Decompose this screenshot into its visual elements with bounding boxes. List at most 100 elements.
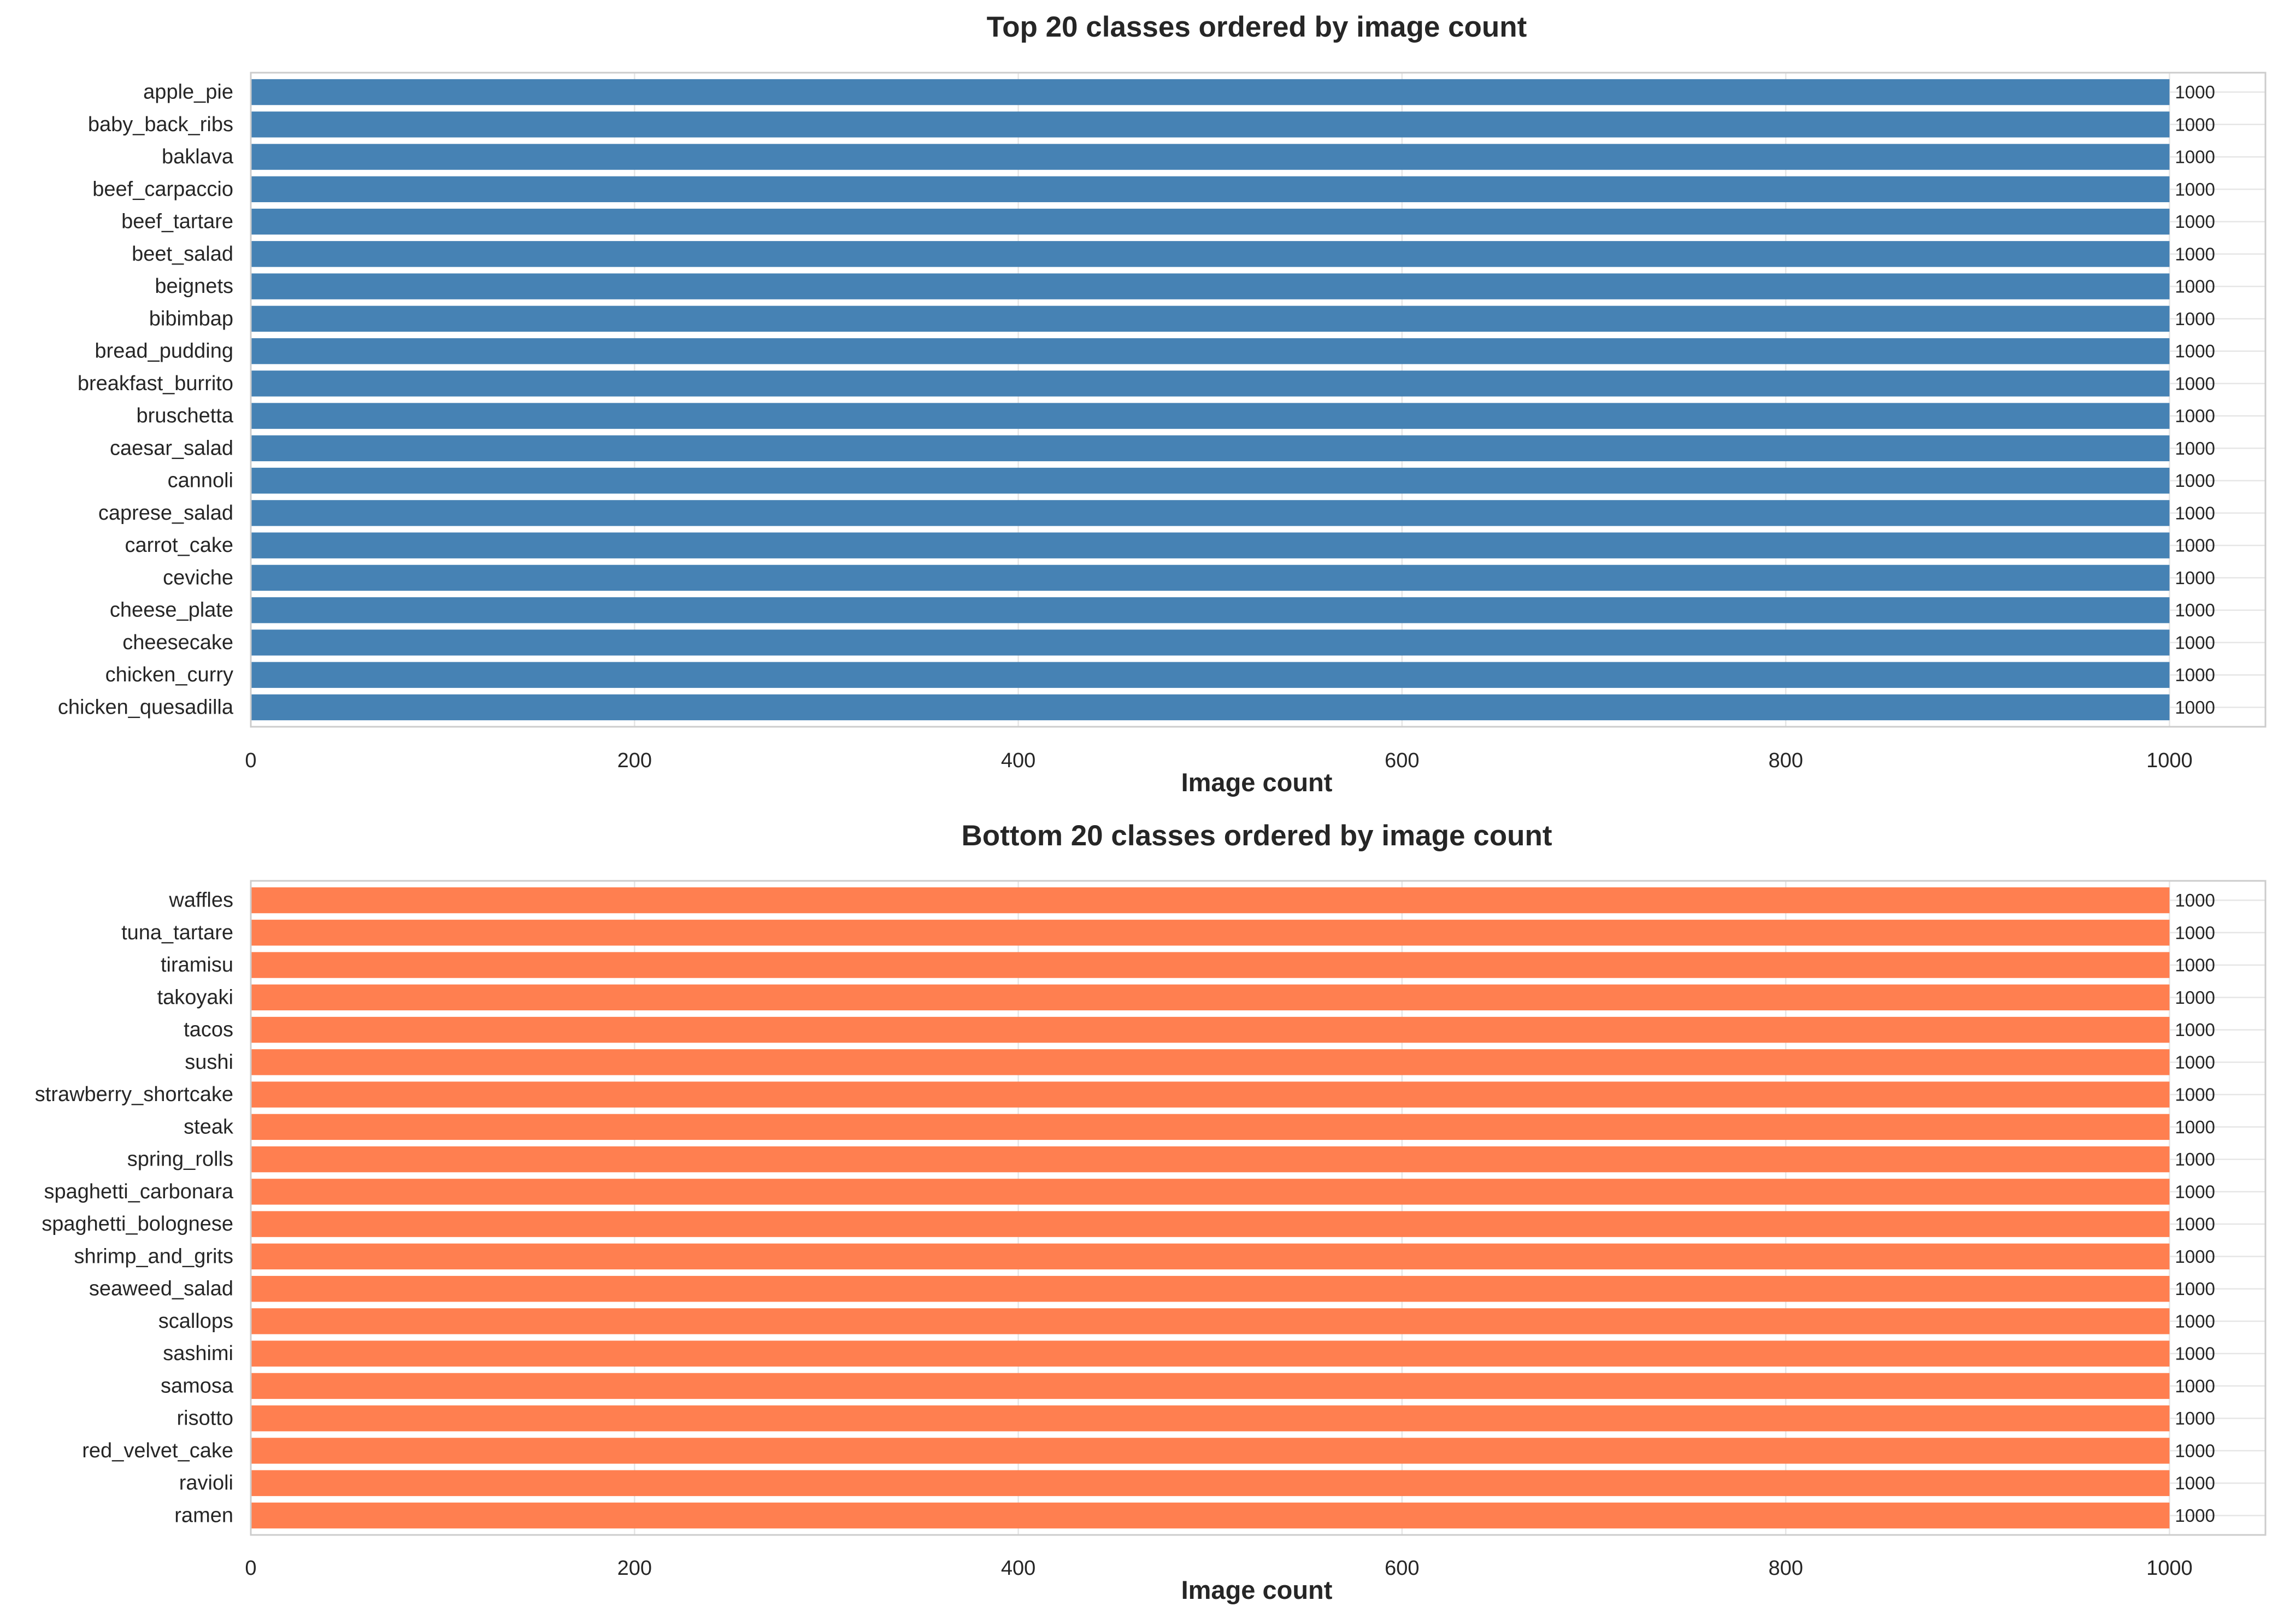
- chart-title: Bottom 20 classes ordered by image count: [962, 820, 1552, 852]
- data-label: 1000: [2175, 955, 2215, 975]
- bar: [251, 1502, 2170, 1529]
- bar: [251, 467, 2170, 494]
- y-tick-label: cheese_plate: [110, 599, 233, 622]
- data-label: 1000: [2175, 1246, 2215, 1267]
- data-label: 1000: [2175, 1181, 2215, 1202]
- data-label: 1000: [2175, 470, 2215, 491]
- y-tick-label: strawberry_shortcake: [35, 1083, 233, 1106]
- x-tick-label: 1000: [2146, 749, 2193, 772]
- bar: [251, 435, 2170, 462]
- bar: [251, 111, 2170, 138]
- bar: [251, 273, 2170, 299]
- y-tick-label: tiramisu: [161, 954, 233, 976]
- y-tick-label: spaghetti_bolognese: [42, 1213, 233, 1235]
- y-tick-label: ravioli: [179, 1472, 233, 1494]
- data-label: 1000: [2175, 373, 2215, 393]
- y-tick-label: beet_salad: [132, 243, 233, 266]
- y-tick-label: chicken_quesadilla: [58, 696, 234, 719]
- x-tick-label: 0: [245, 1557, 256, 1580]
- data-label: 1000: [2175, 1020, 2215, 1040]
- data-label: 1000: [2175, 600, 2215, 620]
- bar: [251, 176, 2170, 203]
- bar: [251, 564, 2170, 591]
- bar: [251, 1049, 2170, 1075]
- x-tick-label: 0: [245, 749, 256, 772]
- bar: [251, 920, 2170, 946]
- data-label: 1000: [2175, 1440, 2215, 1461]
- y-tick-label: ceviche: [163, 566, 233, 589]
- plot-area: [251, 73, 2265, 727]
- top-20-chart: Top 20 classes ordered by image count Im…: [58, 11, 2267, 797]
- bar: [251, 1016, 2170, 1043]
- bar: [251, 500, 2170, 526]
- data-label: 1000: [2175, 503, 2215, 523]
- x-tick-label: 800: [1768, 749, 1803, 772]
- y-tick-label: bibimbap: [149, 307, 233, 330]
- x-axis-label: Image count: [1181, 768, 1333, 797]
- bar: [251, 597, 2170, 623]
- bar: [251, 208, 2170, 235]
- bottom-20-chart: Bottom 20 classes ordered by image count…: [35, 820, 2267, 1604]
- bar: [251, 79, 2170, 105]
- data-label: 1000: [2175, 211, 2215, 232]
- bar: [251, 1405, 2170, 1432]
- bar: [251, 629, 2170, 656]
- data-label: 1000: [2175, 276, 2215, 297]
- y-tick-label: baby_back_ribs: [88, 113, 233, 136]
- bar: [251, 1081, 2170, 1108]
- y-tick-label: cheesecake: [122, 631, 233, 654]
- data-label: 1000: [2175, 244, 2215, 264]
- bar: [251, 1308, 2170, 1334]
- y-tick-label: risotto: [177, 1407, 233, 1430]
- x-tick-label: 1000: [2146, 1557, 2193, 1580]
- data-label: 1000: [2175, 922, 2215, 943]
- data-label: 1000: [2175, 1117, 2215, 1137]
- data-label: 1000: [2175, 1214, 2215, 1234]
- plot-area: [251, 881, 2265, 1535]
- data-label: 1000: [2175, 632, 2215, 652]
- x-axis-label: Image count: [1181, 1575, 1333, 1604]
- bar: [251, 144, 2170, 170]
- bar: [251, 952, 2170, 978]
- bar: [251, 403, 2170, 429]
- data-label: 1000: [2175, 568, 2215, 588]
- data-label: 1000: [2175, 987, 2215, 1008]
- bar: [251, 1179, 2170, 1205]
- y-tick-label: takoyaki: [157, 986, 233, 1009]
- data-label: 1000: [2175, 1408, 2215, 1428]
- y-tick-label: bruschetta: [137, 404, 234, 427]
- x-tick-label: 800: [1768, 1557, 1803, 1580]
- bar: [251, 1146, 2170, 1173]
- data-label: 1000: [2175, 1052, 2215, 1072]
- x-tick-label: 400: [1001, 1557, 1035, 1580]
- data-label: 1000: [2175, 147, 2215, 167]
- y-tick-label: waffles: [168, 889, 233, 912]
- data-label: 1000: [2175, 341, 2215, 361]
- data-label: 1000: [2175, 536, 2215, 556]
- data-label: 1000: [2175, 1085, 2215, 1105]
- y-tick-label: steak: [184, 1115, 234, 1138]
- y-tick-label: tacos: [184, 1019, 233, 1042]
- data-label: 1000: [2175, 665, 2215, 685]
- data-label: 1000: [2175, 406, 2215, 426]
- bar: [251, 662, 2170, 688]
- y-tick-label: carrot_cake: [125, 534, 233, 557]
- data-label: 1000: [2175, 179, 2215, 199]
- axes-frame: [250, 880, 2267, 1536]
- data-label: 1000: [2175, 1505, 2215, 1526]
- y-tick-label: beef_tartare: [121, 210, 233, 233]
- bar: [251, 370, 2170, 397]
- y-tick-label: spaghetti_carbonara: [44, 1180, 234, 1203]
- data-label: 1000: [2175, 697, 2215, 717]
- y-tick-label: shrimp_and_grits: [74, 1245, 233, 1268]
- bar: [251, 241, 2170, 267]
- bar: [251, 1243, 2170, 1270]
- y-tick-label: chicken_curry: [105, 663, 233, 686]
- y-tick-label: tuna_tartare: [121, 921, 233, 944]
- bar: [251, 1114, 2170, 1140]
- data-label: 1000: [2175, 1149, 2215, 1169]
- data-label: 1000: [2175, 1311, 2215, 1331]
- x-tick-label: 400: [1001, 749, 1035, 772]
- data-label: 1000: [2175, 82, 2215, 102]
